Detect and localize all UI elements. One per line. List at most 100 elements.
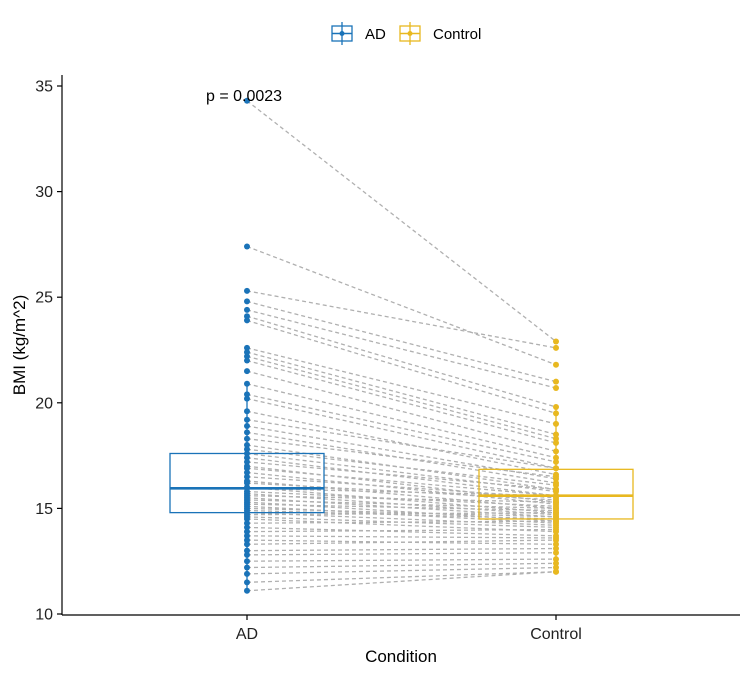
point-control <box>553 361 559 368</box>
legend-ad-key-point <box>339 31 345 36</box>
y-axis-title: BMI (kg/m^2) <box>10 295 29 396</box>
point-control <box>553 431 559 438</box>
pair-line <box>246 359 557 444</box>
pair-line <box>246 476 557 499</box>
point-ad <box>244 408 250 415</box>
point-ad <box>244 313 250 320</box>
point-control <box>553 509 559 516</box>
point-control <box>553 420 559 427</box>
legend-control-legend-label: Control <box>433 26 481 43</box>
point-ad <box>244 480 250 487</box>
y-tick-label: 30 <box>35 184 53 201</box>
point-ad <box>244 423 250 430</box>
pair-line <box>246 547 557 552</box>
pair-line <box>246 571 557 592</box>
pair-line <box>246 511 557 516</box>
pair-line <box>246 393 557 463</box>
point-ad <box>244 298 250 305</box>
y-tick-label: 25 <box>35 290 53 307</box>
pair-line <box>246 486 557 514</box>
point-control <box>553 482 559 489</box>
point-control <box>553 435 559 442</box>
legend-control-key-point <box>407 31 413 36</box>
point-control <box>553 564 559 571</box>
pair-line <box>246 452 557 493</box>
pair-line <box>246 351 557 436</box>
point-control <box>553 344 559 351</box>
pair-line <box>246 438 557 478</box>
pair-line <box>246 315 557 408</box>
point-ad <box>244 515 250 522</box>
pair-line <box>246 552 557 556</box>
y-tick-label: 35 <box>35 79 53 96</box>
pair-line <box>246 495 557 503</box>
point-control <box>553 378 559 385</box>
point-control <box>553 541 559 548</box>
pair-line <box>246 539 557 545</box>
point-ad <box>244 570 250 577</box>
point-ad <box>244 469 250 476</box>
point-ad <box>244 357 250 364</box>
point-ad <box>244 243 250 250</box>
pair-line <box>246 518 557 533</box>
pair-line <box>246 457 557 497</box>
point-ad <box>244 97 250 104</box>
pair-line <box>246 383 557 459</box>
pair-line <box>246 562 557 569</box>
pair-line <box>246 471 557 505</box>
pair-line <box>246 528 557 533</box>
pair-line <box>246 566 557 575</box>
pair-line <box>246 558 557 562</box>
point-ad <box>244 317 250 324</box>
point-ad <box>244 579 250 586</box>
point-ad <box>244 465 250 472</box>
legend: AD Control <box>331 22 481 45</box>
pair-line <box>246 245 557 366</box>
legend-ad-legend-label: AD <box>365 26 386 43</box>
pair-line <box>246 300 557 383</box>
point-control <box>553 556 559 563</box>
pair-line <box>246 290 557 349</box>
point-ad <box>244 520 250 527</box>
point-control <box>553 454 559 461</box>
point-ad <box>244 306 250 313</box>
pair-line <box>246 526 557 537</box>
pair-line <box>246 503 557 512</box>
point-ad <box>244 537 250 544</box>
point-ad <box>244 416 250 423</box>
y-tick-label: 10 <box>35 607 53 624</box>
point-control <box>553 404 559 411</box>
pair-line <box>246 100 557 343</box>
pair-line <box>246 520 557 524</box>
point-ad <box>244 458 250 465</box>
pair-line <box>246 410 557 476</box>
point-ad <box>244 547 250 554</box>
pair-line <box>246 571 557 583</box>
point-ad <box>244 532 250 539</box>
point-ad <box>244 446 250 453</box>
point-ad <box>244 380 250 387</box>
p-value-annotation: p = 0.0023 <box>206 88 282 105</box>
point-ad <box>244 349 250 356</box>
y-tick-label: 15 <box>35 501 53 518</box>
point-control <box>553 537 559 544</box>
point-control <box>553 545 559 552</box>
point-ad <box>244 564 250 571</box>
x-tick-label: AD <box>236 626 258 643</box>
pair-line <box>246 309 557 389</box>
point-ad <box>244 551 250 558</box>
point-control <box>553 568 559 575</box>
pair-line <box>246 355 557 440</box>
point-control <box>553 458 559 465</box>
point-control <box>553 465 559 472</box>
pair-line <box>246 499 557 510</box>
point-ad <box>244 353 250 360</box>
point-control <box>553 410 559 417</box>
point-control <box>553 518 559 525</box>
pair-line <box>246 467 557 497</box>
point-ad <box>244 344 250 351</box>
pair-line <box>246 347 557 425</box>
point-control <box>553 486 559 493</box>
point-ad <box>244 587 250 594</box>
point-ad <box>244 429 250 436</box>
